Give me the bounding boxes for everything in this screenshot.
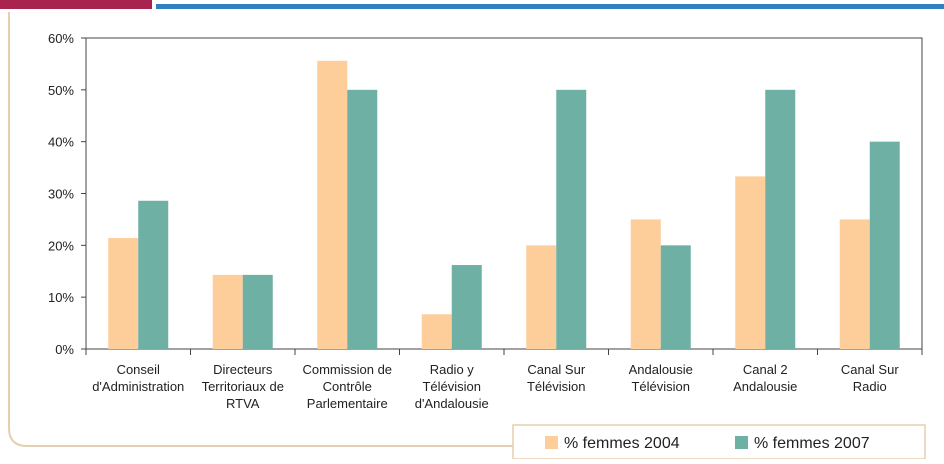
bar	[108, 238, 139, 349]
bar	[630, 219, 661, 349]
bar	[839, 219, 870, 349]
y-tick-label: 30%	[48, 187, 74, 202]
y-tick-label: 20%	[48, 238, 74, 253]
header-accent	[0, 0, 152, 9]
y-tick-label: 40%	[48, 135, 74, 150]
bar	[869, 141, 900, 349]
legend-swatch	[735, 436, 748, 449]
bar	[347, 89, 378, 349]
x-tick-label: Canal Sur Radio	[841, 362, 899, 394]
x-tick-label: Directeurs Territoriaux de RTVA	[202, 362, 284, 411]
bar	[660, 245, 691, 349]
x-tick-label: Radio y Télévision d'Andalousie	[415, 362, 489, 411]
bar	[735, 176, 766, 349]
legend-label: % femmes 2004	[564, 435, 680, 452]
y-tick-label: 0%	[55, 342, 74, 357]
x-tick-label: Commission de Contrôle Parlementaire	[302, 362, 392, 411]
y-tick-label: 10%	[48, 290, 74, 305]
y-tick-label: 60%	[48, 31, 74, 46]
bar	[451, 265, 482, 349]
bar	[526, 245, 557, 349]
bar	[421, 314, 452, 349]
y-tick-label: 50%	[48, 83, 74, 98]
bar	[138, 200, 169, 349]
header-bar	[156, 4, 944, 9]
bar	[317, 60, 348, 349]
bar	[556, 89, 587, 349]
bar	[212, 274, 243, 349]
legend-label: % femmes 2007	[754, 435, 870, 452]
panel-border	[8, 12, 513, 447]
x-tick-label: Andalousie Télévision	[629, 362, 693, 394]
bar	[765, 89, 796, 349]
x-tick-label: Canal 2 Andalousie	[733, 362, 797, 394]
bar	[242, 274, 273, 349]
legend-swatch	[545, 436, 558, 449]
x-tick-label: Canal Sur Télévision	[527, 362, 586, 394]
x-tick-label: Conseil d'Administration	[92, 362, 184, 394]
plot-frame	[85, 37, 923, 350]
